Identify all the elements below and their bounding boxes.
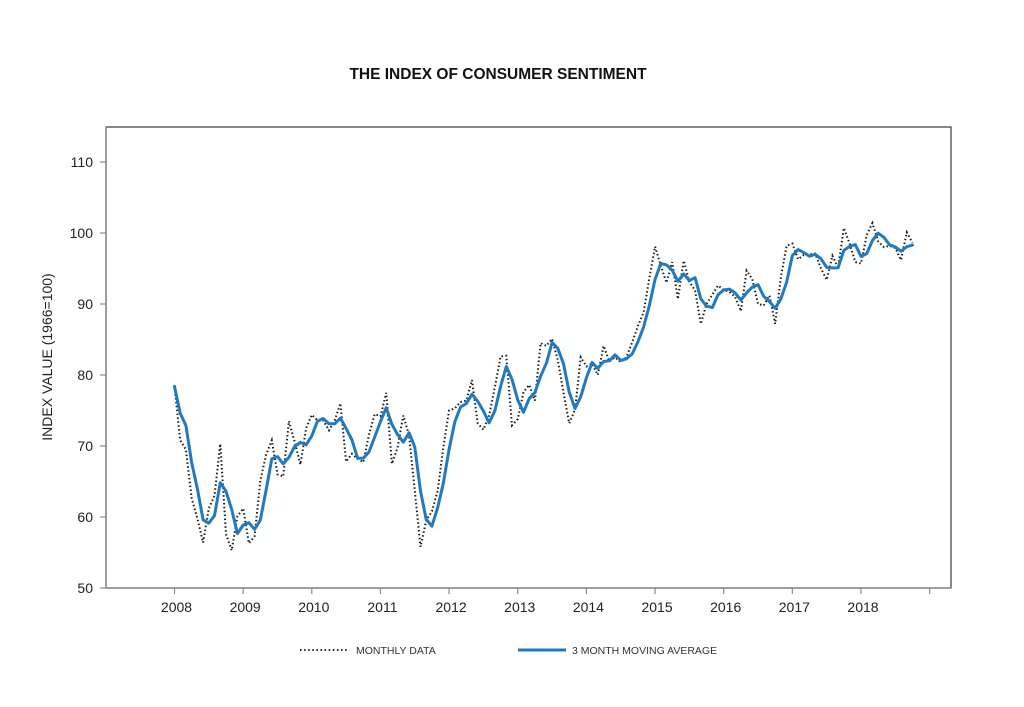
x-tick-label: 2017 bbox=[779, 599, 810, 615]
series-3-month-moving-average bbox=[173, 231, 914, 536]
chart-title: THE INDEX OF CONSUMER SENTIMENT bbox=[349, 66, 647, 83]
y-axis-ticks: 50 60 70 80 90 100 110 bbox=[70, 154, 106, 596]
x-tick-label: 2016 bbox=[710, 599, 741, 615]
x-tick-label: 2013 bbox=[504, 599, 535, 615]
moving-average-line bbox=[173, 231, 914, 536]
x-tick-label: 2009 bbox=[230, 599, 261, 615]
plot-frame bbox=[105, 126, 952, 589]
y-axis-label: INDEX VALUE (1966=100) bbox=[39, 273, 55, 440]
x-tick-label: 2018 bbox=[847, 599, 878, 615]
x-tick-label: 2008 bbox=[161, 599, 192, 615]
y-tick-label: 70 bbox=[77, 438, 93, 454]
y-tick-label: 50 bbox=[77, 580, 93, 596]
legend-label-monthly-data: MONTHLY DATA bbox=[356, 645, 436, 657]
y-tick-label: 60 bbox=[77, 509, 93, 525]
legend: MONTHLY DATA 3 MONTH MOVING AVERAGE bbox=[300, 645, 717, 657]
y-tick-label: 100 bbox=[70, 225, 94, 241]
x-tick-label: 2012 bbox=[436, 599, 467, 615]
x-axis-ticks: 2008 2009 2010 2011 2012 2013 2014 2015 2016 2017… bbox=[161, 588, 931, 615]
x-tick-label: 2015 bbox=[641, 599, 672, 615]
x-tick-label: 2011 bbox=[367, 599, 397, 615]
x-tick-label: 2010 bbox=[298, 599, 329, 615]
x-tick-label: 2014 bbox=[573, 599, 604, 615]
legend-label-moving-average: 3 MONTH MOVING AVERAGE bbox=[572, 645, 717, 657]
y-tick-label: 110 bbox=[71, 154, 94, 170]
y-tick-label: 90 bbox=[77, 296, 93, 312]
y-tick-label: 80 bbox=[77, 367, 93, 383]
